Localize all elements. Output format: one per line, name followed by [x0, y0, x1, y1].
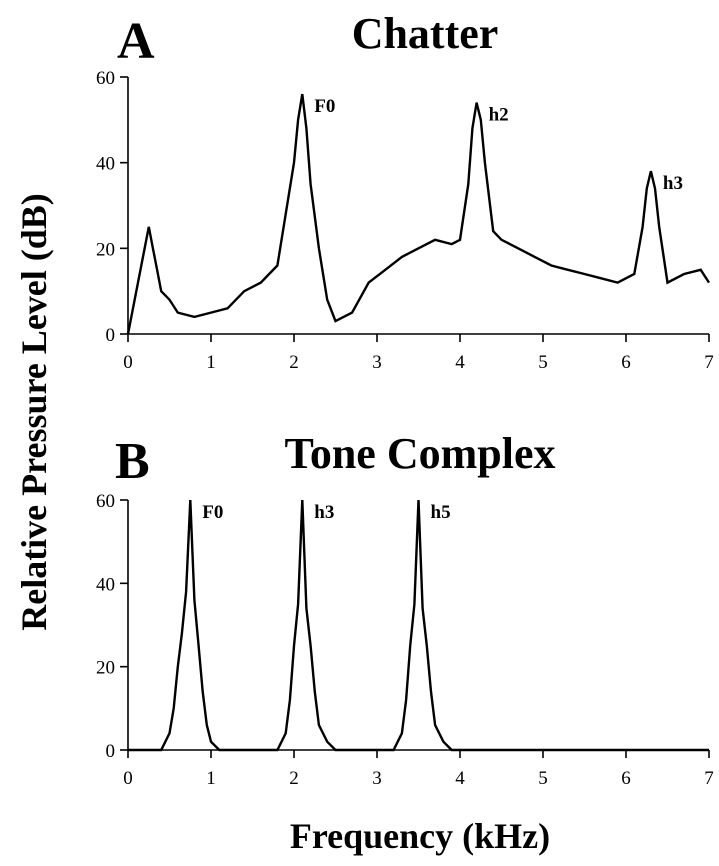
panel-letter-b: B: [115, 433, 150, 490]
panel-b-x-tick-label: 1: [206, 768, 216, 789]
panel-a-x-tick-label: 5: [538, 352, 548, 373]
panel-letter-a: A: [117, 13, 155, 70]
panel-b-x-tick-label: 5: [538, 768, 548, 789]
panel-b-title: Tone Complex: [285, 429, 556, 478]
panel-a-x-tick-label: 1: [206, 352, 216, 373]
panel-b-x-tick-label: 4: [455, 768, 465, 789]
panel-a-y-tick-label: 60: [96, 68, 115, 89]
panel-a-x-tick-label: 3: [372, 352, 382, 373]
panel-b-y-tick-label: 60: [96, 491, 115, 512]
y-axis-title: Relative Pressure Level (dB): [14, 193, 54, 631]
panel-a-spectrum-line: [126, 93, 711, 335]
panel-a-x-tick-label: 4: [455, 352, 465, 373]
panel-b-x-tick-label: 0: [123, 768, 133, 789]
panel-b-peak-label: h5: [431, 502, 451, 523]
panel-a-x-tick-label: 0: [123, 352, 133, 373]
panel-b-y-tick-label: 0: [106, 741, 116, 762]
x-axis-title: Frequency (kHz): [290, 816, 550, 856]
panel-a-y-tick-label: 0: [106, 325, 116, 346]
panel-b: B Tone Complex 0 1 2 3 4 5 6 7 0 20 40 60 F0 h3 h5: [96, 429, 714, 789]
panel-a: A Chatter 0 1 2 3 4 5 6 7 0 20 40 60 F0 h2 h3: [96, 9, 714, 373]
panel-a-peak-label: F0: [314, 96, 335, 117]
panel-a-x-tick-label: 7: [704, 352, 714, 373]
panel-b-peak-label: h3: [314, 502, 334, 523]
panel-b-y-tick-label: 40: [96, 574, 115, 595]
panel-b-x-tick-label: 6: [621, 768, 631, 789]
panel-b-spectrum-line: [128, 499, 709, 752]
panel-a-peak-label: h2: [489, 105, 509, 126]
panel-b-y-tick-label: 20: [96, 658, 115, 679]
panel-b-peak-label: F0: [202, 502, 223, 523]
panel-a-x-tick-label: 6: [621, 352, 631, 373]
panel-a-title: Chatter: [352, 9, 499, 58]
panel-b-x-tick-label: 3: [372, 768, 382, 789]
panel-b-x-tick-label: 2: [289, 768, 299, 789]
panel-a-x-tick-label: 2: [289, 352, 299, 373]
panel-a-y-tick-label: 40: [96, 154, 115, 175]
panel-b-x-tick-label: 7: [704, 768, 714, 789]
panel-a-peak-label: h3: [663, 173, 683, 194]
panel-a-y-tick-label: 20: [96, 239, 115, 260]
